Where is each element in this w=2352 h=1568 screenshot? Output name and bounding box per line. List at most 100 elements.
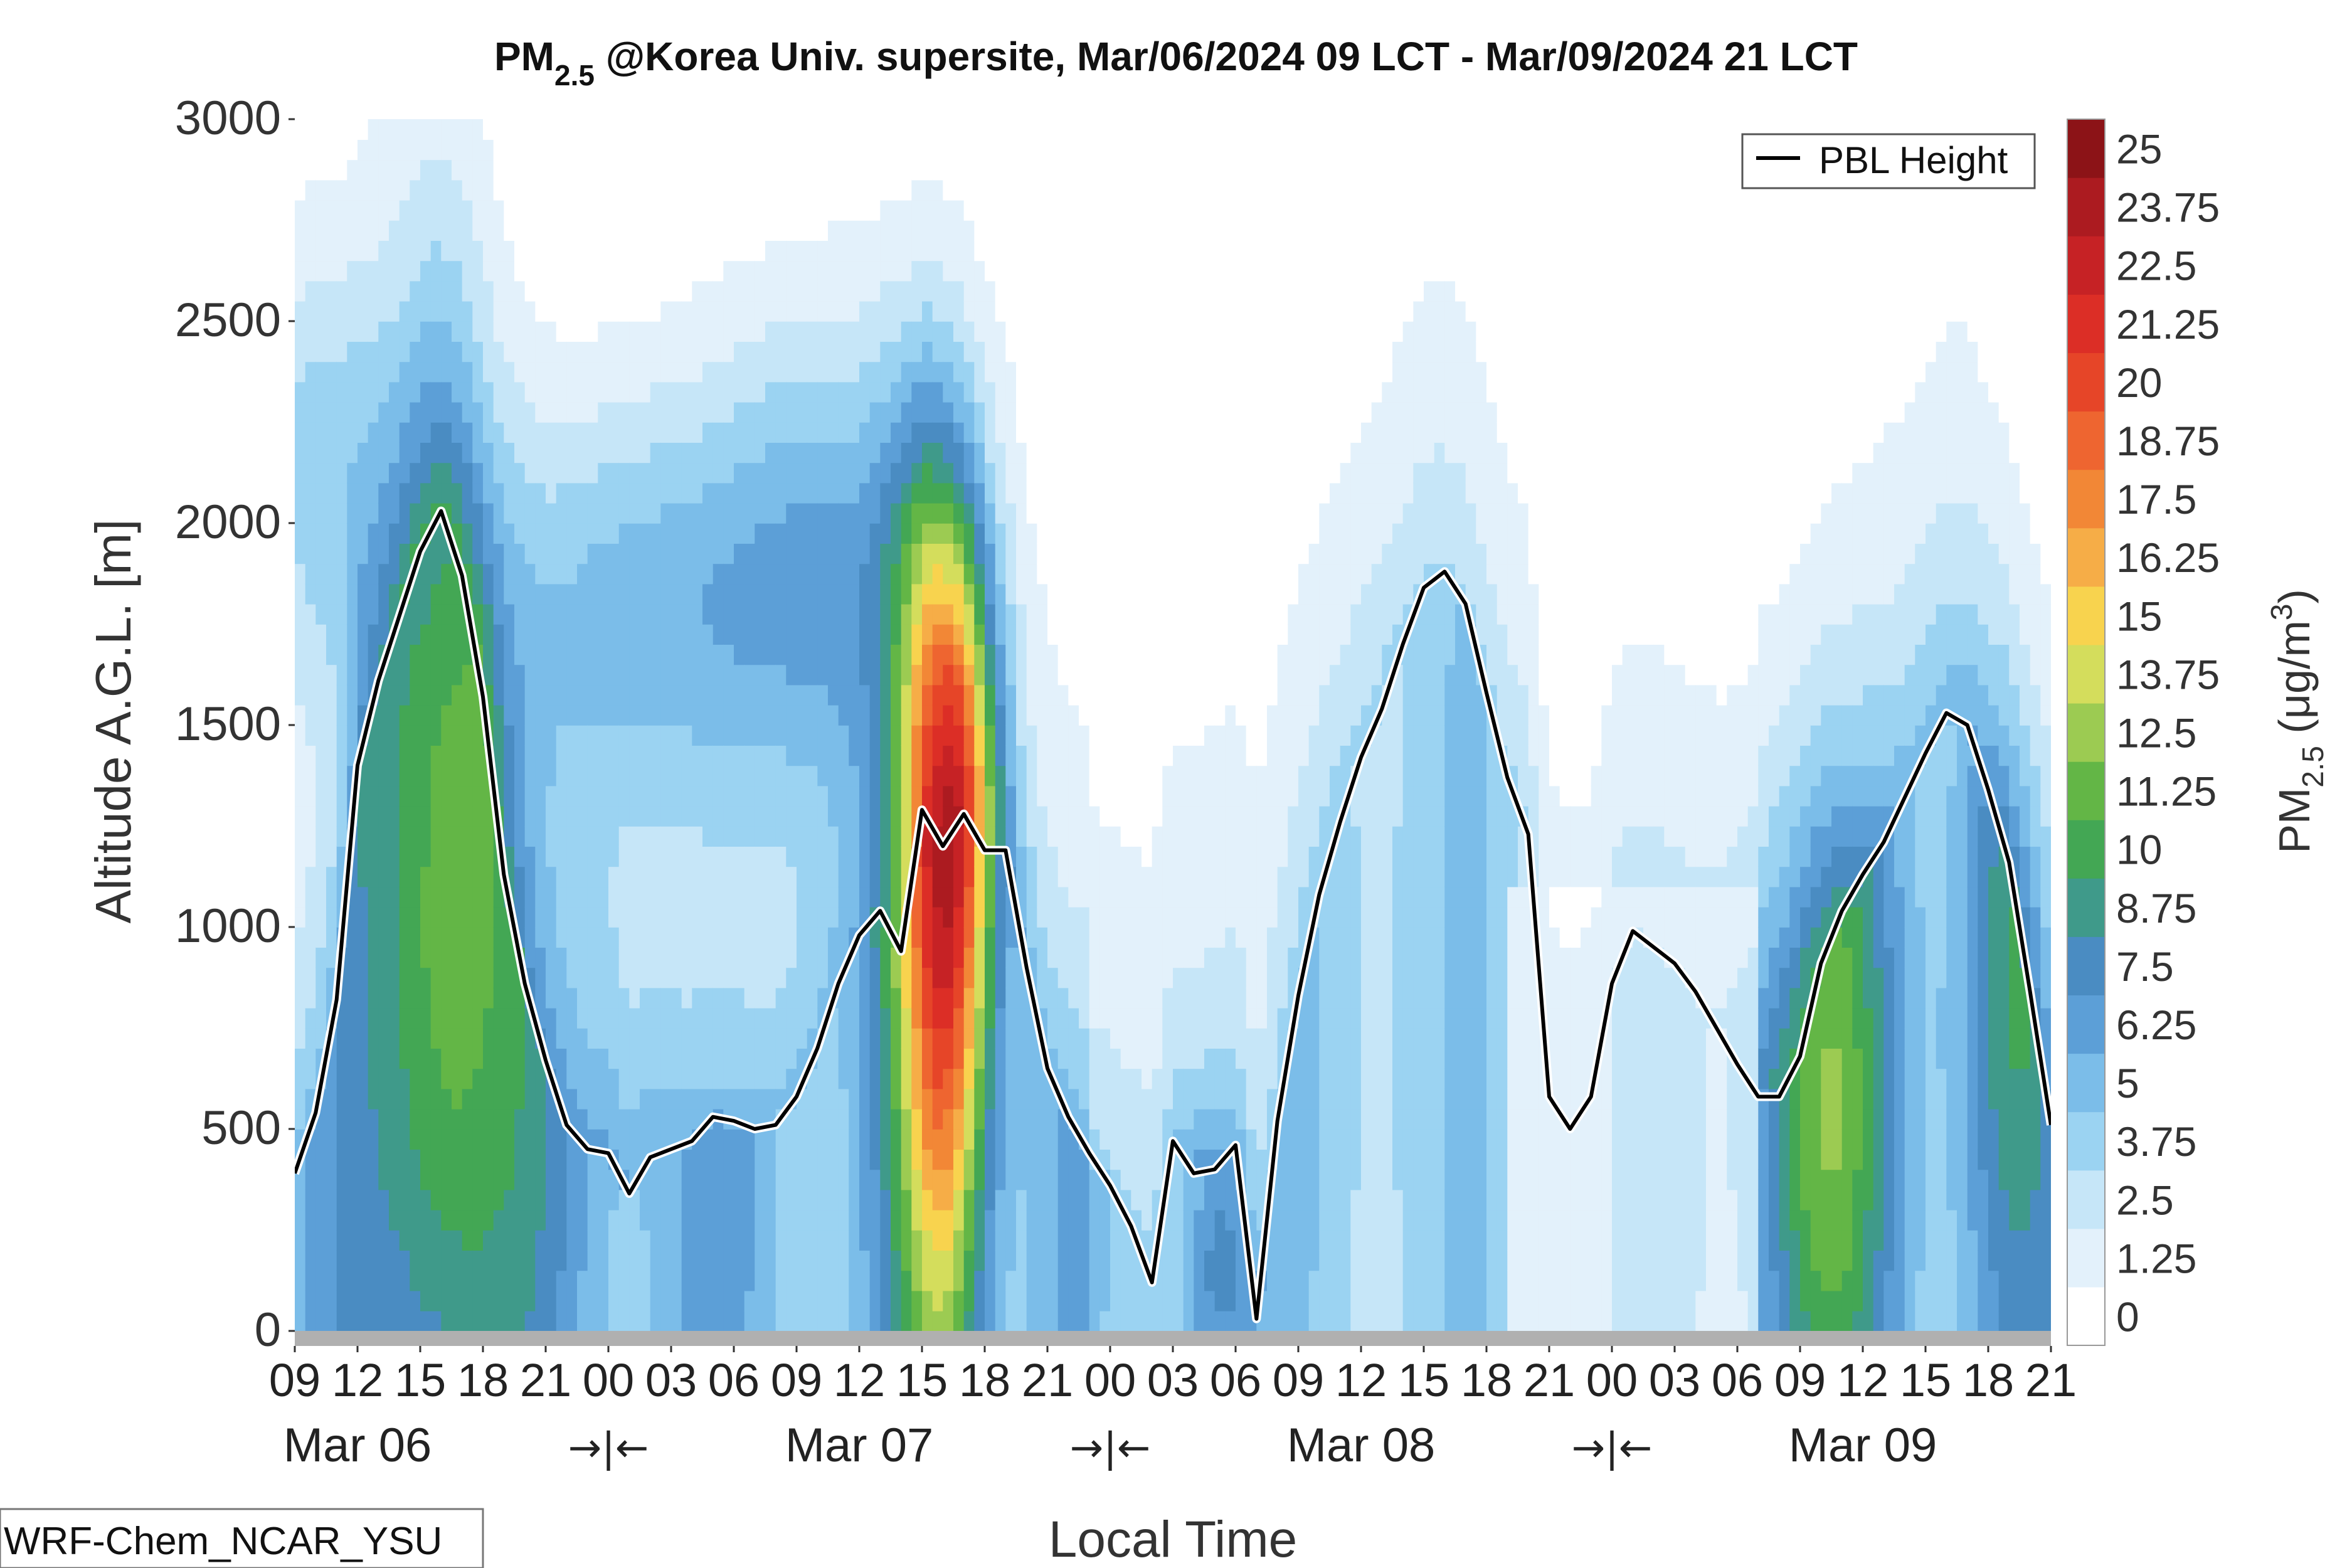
heatmap-cell (483, 422, 494, 443)
heatmap-cell (880, 947, 891, 968)
heatmap-cell (1026, 321, 1038, 342)
heatmap-cell (765, 1028, 776, 1049)
heatmap-cell (1152, 1149, 1163, 1170)
heatmap-cell (420, 765, 432, 787)
heatmap-cell (1057, 725, 1069, 746)
heatmap-cell (556, 967, 568, 988)
heatmap-cell (995, 179, 1007, 201)
heatmap-cell (315, 462, 327, 484)
heatmap-cell (1047, 644, 1059, 665)
heatmap-cell (295, 462, 306, 484)
heatmap-cell (358, 462, 369, 484)
heatmap-cell (618, 502, 630, 524)
heatmap-cell (891, 644, 902, 665)
heatmap-cell (524, 199, 536, 221)
heatmap-cell (347, 1230, 358, 1251)
heatmap-cell (859, 139, 871, 161)
heatmap-cell (1131, 482, 1142, 504)
heatmap-cell (1005, 543, 1017, 564)
heatmap-cell (1120, 1169, 1132, 1190)
heatmap-cell (504, 624, 515, 645)
heatmap-cell (1068, 987, 1079, 1009)
heatmap-cell (859, 482, 871, 504)
heatmap-cell (775, 624, 787, 645)
heatmap-cell (577, 624, 588, 645)
heatmap-cell (891, 785, 902, 807)
heatmap-cell (618, 1230, 630, 1251)
heatmap-cell (556, 725, 568, 746)
heatmap-cell (524, 341, 536, 363)
heatmap-cell (911, 906, 923, 928)
heatmap-cell (911, 947, 923, 968)
heatmap-cell (765, 260, 776, 282)
heatmap-cell (305, 947, 317, 968)
heatmap-cell (546, 139, 557, 161)
heatmap-cell (838, 1129, 850, 1150)
heatmap-cell (347, 1129, 358, 1150)
heatmap-cell (797, 502, 808, 524)
heatmap-cell (368, 1230, 379, 1251)
heatmap-cell (441, 1189, 452, 1210)
heatmap-cell (901, 1250, 913, 1271)
heatmap-cell (775, 745, 787, 766)
heatmap-cell (472, 1088, 484, 1110)
heatmap-cell (1047, 725, 1059, 746)
heatmap-cell (650, 543, 662, 564)
heatmap-cell (723, 1270, 734, 1291)
heatmap-cell (775, 341, 787, 363)
heatmap-cell (880, 826, 891, 847)
heatmap-cell (963, 321, 975, 342)
heatmap-cell (399, 300, 411, 322)
heatmap-cell (702, 1129, 714, 1150)
heatmap-cell (608, 401, 620, 423)
heatmap-cell (660, 1007, 672, 1029)
heatmap-cell (546, 1149, 557, 1170)
heatmap-cell (587, 240, 599, 262)
heatmap-cell (378, 785, 389, 807)
heatmap-cell (807, 543, 818, 564)
heatmap-cell (420, 866, 432, 887)
heatmap-cell (963, 341, 975, 363)
heatmap-cell (493, 1230, 505, 1251)
heatmap-cell (336, 300, 348, 322)
heatmap-cell (315, 260, 327, 282)
heatmap-cell (389, 1028, 400, 1049)
heatmap-cell (859, 502, 871, 524)
heatmap-cell (734, 482, 745, 504)
heatmap-cell (535, 826, 546, 847)
heatmap-cell (347, 704, 358, 726)
heatmap-cell (368, 1007, 379, 1029)
heatmap-cell (1005, 462, 1017, 484)
heatmap-cell (1110, 1088, 1121, 1110)
heatmap-cell (524, 927, 536, 948)
heatmap-cell (546, 260, 557, 282)
heatmap-cell (723, 401, 734, 423)
heatmap-cell (932, 401, 944, 423)
heatmap-cell (1079, 846, 1090, 867)
heatmap-cell (577, 341, 588, 363)
heatmap-cell (441, 987, 452, 1009)
heatmap-cell (378, 321, 389, 342)
heatmap-cell (587, 1189, 599, 1210)
heatmap-cell (462, 684, 474, 706)
heatmap-cell (326, 745, 337, 766)
heatmap-cell (911, 1250, 923, 1271)
heatmap-cell (1089, 886, 1101, 908)
heatmap-cell (368, 805, 379, 827)
heatmap-cell (472, 280, 484, 302)
heatmap-cell (765, 846, 776, 867)
heatmap-cell (368, 846, 379, 867)
heatmap-cell (441, 785, 452, 807)
heatmap-cell (587, 725, 599, 746)
heatmap-cell (389, 220, 400, 241)
heatmap-cell (1099, 341, 1111, 363)
heatmap-cell (723, 644, 734, 665)
heatmap-cell (901, 220, 913, 241)
heatmap-cell (911, 745, 923, 766)
heatmap-cell (755, 765, 766, 787)
heatmap-cell (891, 1129, 902, 1150)
heatmap-cell (995, 765, 1007, 787)
heatmap-cell (629, 179, 640, 201)
heatmap-cell (629, 300, 640, 322)
heatmap-cell (1037, 987, 1048, 1009)
